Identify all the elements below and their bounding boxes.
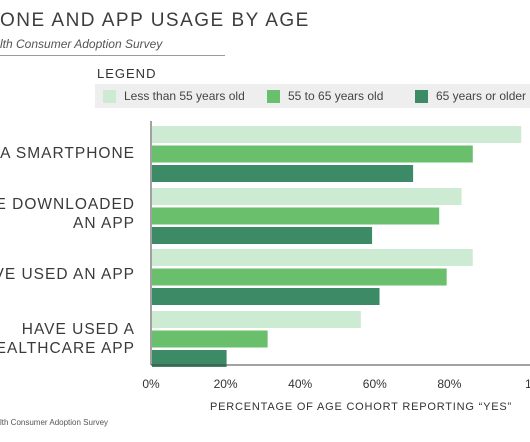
bar-healthcare-app-under-55	[152, 311, 361, 328]
bar-downloaded-app-65-plus	[152, 227, 373, 244]
legend: Less than 55 years old 55 to 65 years ol…	[95, 84, 530, 108]
category-label-healthcare-app: HAVE USED A HEALTHCARE APP	[0, 320, 135, 358]
bars-group	[152, 126, 522, 367]
bar-used-app-under-55	[152, 249, 473, 266]
x-axis-label: PERCENTAGE OF AGE COHORT REPORTING “YES”	[210, 401, 512, 413]
category-label-line: HEALTHCARE APP	[0, 340, 135, 357]
legend-label-55-to-65: 55 to 65 years old	[288, 89, 384, 103]
bar-smartphone-55-to-65	[152, 145, 473, 163]
category-label-line: VE DOWNLOADED	[0, 196, 135, 213]
legend-label-65-plus: 65 years or older	[436, 89, 527, 103]
x-tick-label: 60%	[363, 377, 387, 391]
legend-item-65-plus: 65 years or older	[415, 84, 526, 108]
legend-swatch-65-plus	[415, 89, 428, 103]
category-label-smartphone: N A SMARTPHONE	[0, 144, 135, 163]
x-ticks-group: 0% 20% 40% 60% 80% 1	[142, 377, 530, 391]
bar-healthcare-app-65-plus	[152, 350, 227, 367]
bar-downloaded-app-55-to-65	[152, 207, 440, 225]
legend-swatch-55-to-65	[267, 89, 280, 103]
source-note: lth Consumer Adoption Survey	[0, 418, 109, 427]
x-tick-label: 0%	[142, 377, 160, 391]
chart-subtitle: lth Consumer Adoption Survey	[0, 37, 163, 51]
bar-smartphone-65-plus	[152, 165, 414, 182]
category-label-used-app: AVE USED AN APP	[0, 265, 135, 284]
legend-swatch-under-55	[103, 89, 116, 103]
category-label-line: N A SMARTPHONE	[0, 145, 135, 162]
legend-label-under-55: Less than 55 years old	[124, 89, 245, 103]
bar-smartphone-under-55	[152, 126, 522, 143]
bar-used-app-55-to-65	[152, 268, 447, 286]
category-label-line: HAVE USED A	[21, 321, 135, 338]
legend-title: LEGEND	[97, 66, 157, 81]
category-label-line: AVE USED AN APP	[0, 266, 135, 283]
x-tick-label: 80%	[437, 377, 461, 391]
x-tick-label: 20%	[214, 377, 238, 391]
x-tick-label: 1	[525, 377, 530, 391]
bar-healthcare-app-55-to-65	[152, 330, 268, 348]
category-label-downloaded-app: VE DOWNLOADED AN APP	[0, 195, 135, 233]
category-label-line: AN APP	[73, 215, 135, 232]
bar-downloaded-app-under-55	[152, 188, 462, 205]
bar-used-app-65-plus	[152, 288, 380, 305]
legend-item-55-to-65: 55 to 65 years old	[267, 84, 383, 108]
x-tick-label: 40%	[288, 377, 312, 391]
legend-item-under-55: Less than 55 years old	[103, 84, 245, 108]
title-divider	[0, 55, 225, 56]
chart-title: ONE AND APP USAGE BY AGE	[0, 10, 310, 31]
